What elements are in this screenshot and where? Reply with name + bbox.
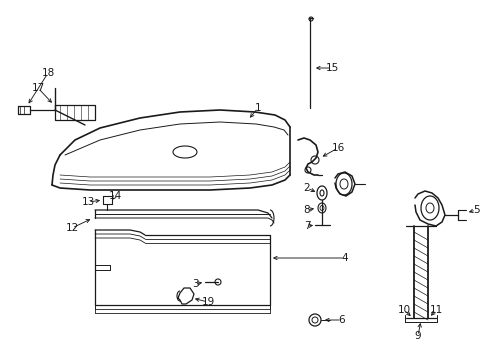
Text: 9: 9	[414, 331, 421, 341]
Text: 1: 1	[254, 103, 261, 113]
Text: 2: 2	[303, 183, 310, 193]
Text: 6: 6	[338, 315, 345, 325]
Text: 5: 5	[472, 205, 478, 215]
Text: 11: 11	[428, 305, 442, 315]
Text: 7: 7	[303, 221, 310, 231]
Text: 14: 14	[108, 191, 122, 201]
Text: 18: 18	[41, 68, 55, 78]
Text: 4: 4	[341, 253, 347, 263]
Text: 19: 19	[201, 297, 214, 307]
Text: 8: 8	[303, 205, 310, 215]
Text: 13: 13	[81, 197, 95, 207]
Text: 3: 3	[191, 279, 198, 289]
Text: 17: 17	[31, 83, 44, 93]
Text: 12: 12	[65, 223, 79, 233]
Text: 15: 15	[325, 63, 338, 73]
Text: 16: 16	[331, 143, 344, 153]
Text: 10: 10	[397, 305, 410, 315]
